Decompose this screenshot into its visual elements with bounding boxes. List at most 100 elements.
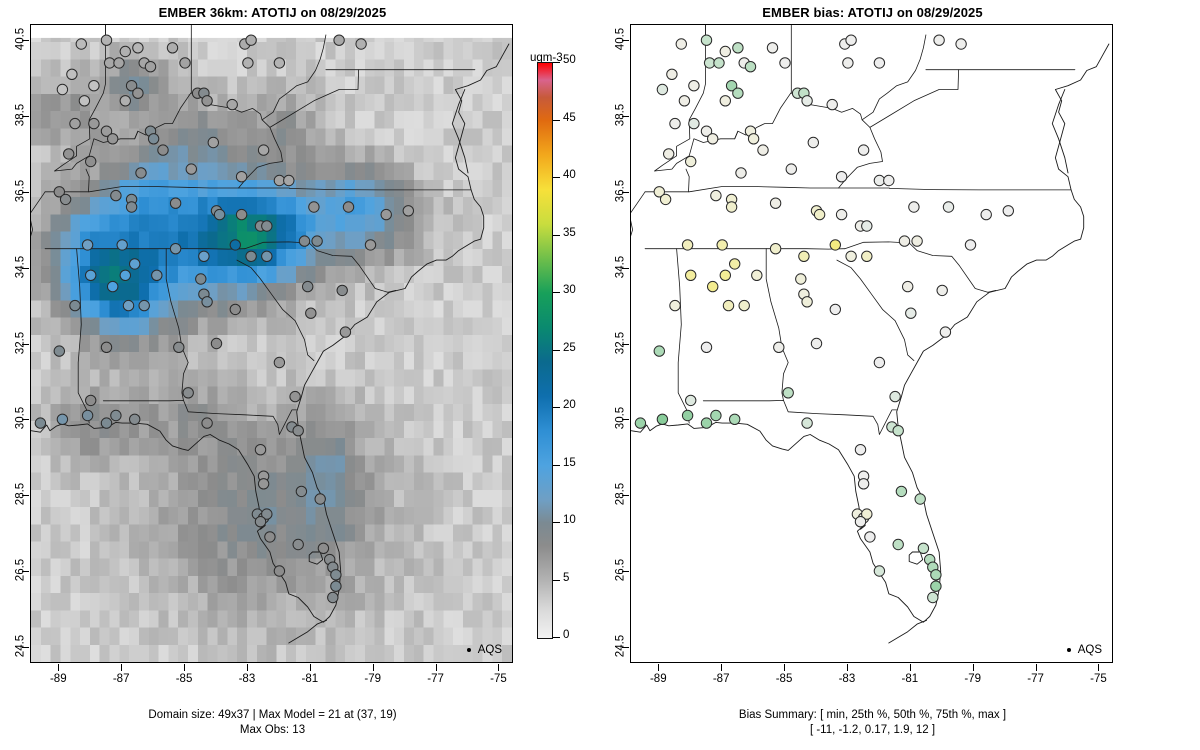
station-marker[interactable] xyxy=(119,269,132,282)
station-marker[interactable] xyxy=(242,57,254,69)
station-marker[interactable] xyxy=(100,125,113,137)
station-marker[interactable] xyxy=(229,239,242,251)
station-marker[interactable] xyxy=(226,98,238,111)
station-marker[interactable] xyxy=(235,171,248,183)
station-marker[interactable] xyxy=(861,508,873,520)
station-marker[interactable] xyxy=(716,239,728,251)
station-marker[interactable] xyxy=(308,201,320,213)
station-marker[interactable] xyxy=(681,409,694,422)
station-marker[interactable] xyxy=(173,341,185,353)
station-marker[interactable] xyxy=(132,42,144,54)
station-marker[interactable] xyxy=(201,417,213,429)
station-marker[interactable] xyxy=(719,269,732,282)
station-marker[interactable] xyxy=(779,57,791,69)
station-marker[interactable] xyxy=(116,239,128,251)
station-marker[interactable] xyxy=(785,163,798,175)
station-marker[interactable] xyxy=(769,197,782,209)
station-marker[interactable] xyxy=(807,136,820,149)
station-marker[interactable] xyxy=(135,167,147,179)
station-marker[interactable] xyxy=(125,80,138,92)
station-marker[interactable] xyxy=(201,296,213,308)
station-marker[interactable] xyxy=(56,413,69,425)
station-marker[interactable] xyxy=(795,273,807,285)
station-marker[interactable] xyxy=(380,208,392,221)
station-marker[interactable] xyxy=(663,148,675,160)
station-marker[interactable] xyxy=(719,95,732,107)
station-marker[interactable] xyxy=(669,117,681,130)
station-marker[interactable] xyxy=(113,57,125,69)
station-marker[interactable] xyxy=(314,493,326,505)
station-marker[interactable] xyxy=(257,144,270,156)
station-marker[interactable] xyxy=(801,296,813,308)
station-marker[interactable] xyxy=(169,197,182,209)
station-marker[interactable] xyxy=(735,167,747,179)
station-marker[interactable] xyxy=(688,80,700,92)
station-marker[interactable] xyxy=(936,284,948,297)
station-marker[interactable] xyxy=(813,208,826,221)
station-marker[interactable] xyxy=(129,258,141,270)
station-marker[interactable] xyxy=(707,133,719,145)
station-marker[interactable] xyxy=(283,174,295,187)
station-marker[interactable] xyxy=(738,299,750,312)
station-marker[interactable] xyxy=(169,243,182,255)
station-marker[interactable] xyxy=(653,186,665,198)
station-marker[interactable] xyxy=(653,345,665,357)
station-marker[interactable] xyxy=(766,42,779,54)
station-marker[interactable] xyxy=(964,239,977,251)
station-marker[interactable] xyxy=(138,299,150,312)
station-marker[interactable] xyxy=(873,565,886,577)
station-marker[interactable] xyxy=(719,45,732,58)
station-marker[interactable] xyxy=(729,258,741,270)
station-marker[interactable] xyxy=(330,569,342,581)
station-marker[interactable] xyxy=(364,239,377,251)
station-marker[interactable] xyxy=(273,174,286,187)
station-marker[interactable] xyxy=(933,34,945,46)
station-marker[interactable] xyxy=(88,117,100,130)
station-marker[interactable] xyxy=(245,34,257,46)
station-marker[interactable] xyxy=(751,269,763,282)
station-marker[interactable] xyxy=(157,144,169,156)
station-marker[interactable] xyxy=(235,208,248,221)
station-marker[interactable] xyxy=(801,95,813,107)
station-marker[interactable] xyxy=(810,337,823,350)
station-marker[interactable] xyxy=(908,201,920,213)
station-marker[interactable] xyxy=(119,95,132,107)
station-marker[interactable] xyxy=(930,569,942,581)
station-marker[interactable] xyxy=(339,326,352,338)
station-marker[interactable] xyxy=(905,307,917,319)
station-marker[interactable] xyxy=(892,538,904,551)
station-marker[interactable] xyxy=(81,409,94,422)
station-marker[interactable] xyxy=(110,189,122,202)
station-marker[interactable] xyxy=(355,38,367,50)
station-marker[interactable] xyxy=(78,95,91,107)
station-marker[interactable] xyxy=(182,387,194,399)
station-marker[interactable] xyxy=(710,409,722,422)
station-marker[interactable] xyxy=(942,201,955,213)
station-marker[interactable] xyxy=(292,425,304,437)
station-marker[interactable] xyxy=(207,136,220,149)
station-marker[interactable] xyxy=(873,356,886,369)
station-marker[interactable] xyxy=(681,239,694,251)
station-marker[interactable] xyxy=(634,417,647,429)
station-marker[interactable] xyxy=(195,273,207,285)
station-marker[interactable] xyxy=(75,38,87,50)
station-marker[interactable] xyxy=(835,208,848,221)
station-marker[interactable] xyxy=(669,299,681,312)
station-marker[interactable] xyxy=(700,34,713,46)
station-marker[interactable] xyxy=(34,417,47,429)
station-marker[interactable] xyxy=(835,171,848,183)
station-marker[interactable] xyxy=(56,83,69,96)
station-marker[interactable] xyxy=(883,174,895,187)
station-marker[interactable] xyxy=(179,57,191,69)
station-marker[interactable] xyxy=(147,133,160,145)
station-marker[interactable] xyxy=(273,356,286,369)
station-marker[interactable] xyxy=(656,83,669,96)
station-marker[interactable] xyxy=(710,189,722,202)
station-marker[interactable] xyxy=(902,280,914,293)
station-marker[interactable] xyxy=(298,235,311,247)
station-marker[interactable] xyxy=(829,303,842,316)
station-marker[interactable] xyxy=(939,326,952,338)
station-marker[interactable] xyxy=(773,341,785,353)
station-marker[interactable] xyxy=(125,201,138,213)
station-marker[interactable] xyxy=(107,133,119,145)
